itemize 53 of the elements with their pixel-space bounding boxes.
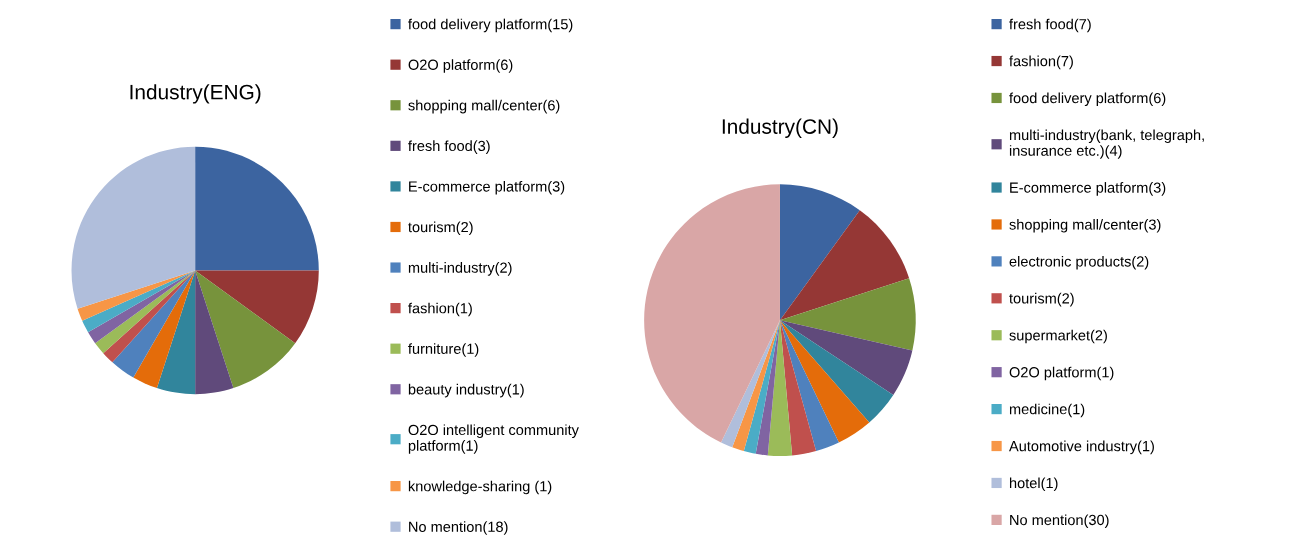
legend-label: beauty industry(1) <box>408 383 524 398</box>
pie-slice <box>721 320 780 448</box>
legend-label: furniture(1) <box>408 343 479 357</box>
pie-slice <box>195 270 296 389</box>
legend-label: fresh food(3) <box>408 140 490 154</box>
legend-label: O2O platform(1) <box>1009 366 1114 381</box>
pie-slice <box>779 320 870 443</box>
pie-slice <box>779 210 910 321</box>
legend-label: fashion(1) <box>408 302 472 317</box>
pie-slice <box>779 320 839 452</box>
legend-label: multi-industry(bank, telegraph, insurance etc.)(4) <box>1009 129 1204 159</box>
text: Industry(ENG) <box>130 84 261 104</box>
legend-label: shopping mall/center(3) <box>1009 218 1161 233</box>
legend-label: E-commerce platform(3) <box>409 180 565 195</box>
pie-slice <box>743 320 780 454</box>
pie-slice <box>77 270 196 321</box>
legend-label: tourism(2) <box>408 221 473 236</box>
pie-slice <box>112 270 196 378</box>
pie-slice <box>156 270 196 395</box>
legend-label: fashion(7) <box>1009 55 1073 70</box>
legend-label: E-commerce platform(3) <box>1010 182 1166 196</box>
pie-slice <box>195 270 319 344</box>
pie-slice <box>755 320 780 456</box>
legend-label: No mention(30) <box>1010 514 1109 528</box>
pie-slice <box>779 320 817 456</box>
legend-label: hotel(1) <box>1009 477 1058 492</box>
legend-label: No mention(18) <box>409 521 508 535</box>
legend-label: fresh food(7) <box>1009 18 1091 33</box>
legend-label: food delivery platform(6) <box>1009 92 1166 107</box>
pie-slice <box>732 320 780 452</box>
pie-slice <box>779 320 913 395</box>
legend-label: electronic products(2) <box>1009 255 1149 270</box>
pie-slice <box>195 270 234 395</box>
text: Industry(CN) <box>722 118 838 139</box>
legend-label: O2O platform(6) <box>408 59 513 73</box>
legend-label: medicine(1) <box>1009 403 1085 418</box>
pie-slice <box>133 270 196 389</box>
legend-label: Automotive industry(1) <box>1009 440 1154 455</box>
legend-label: food delivery platform(15) <box>408 18 573 33</box>
legend-label: knowledge-sharing (1) <box>408 480 552 495</box>
legend-label: tourism(2) <box>1009 292 1074 307</box>
pie-slice <box>195 146 319 271</box>
pie-slice <box>71 146 196 309</box>
pie-slice <box>95 270 196 354</box>
pie-slice <box>779 278 916 351</box>
pie-slice <box>88 270 196 344</box>
legend-label: multi-industry(2) <box>408 262 512 276</box>
pie-slice <box>779 320 894 423</box>
legend-label: supermarket(2) <box>1009 329 1107 344</box>
legend-label: shopping mall/center(6) <box>408 99 560 114</box>
pie-slice <box>779 184 860 321</box>
pie-slice <box>644 184 780 443</box>
legend-label: O2O intelligent community platform(1) <box>408 424 579 454</box>
